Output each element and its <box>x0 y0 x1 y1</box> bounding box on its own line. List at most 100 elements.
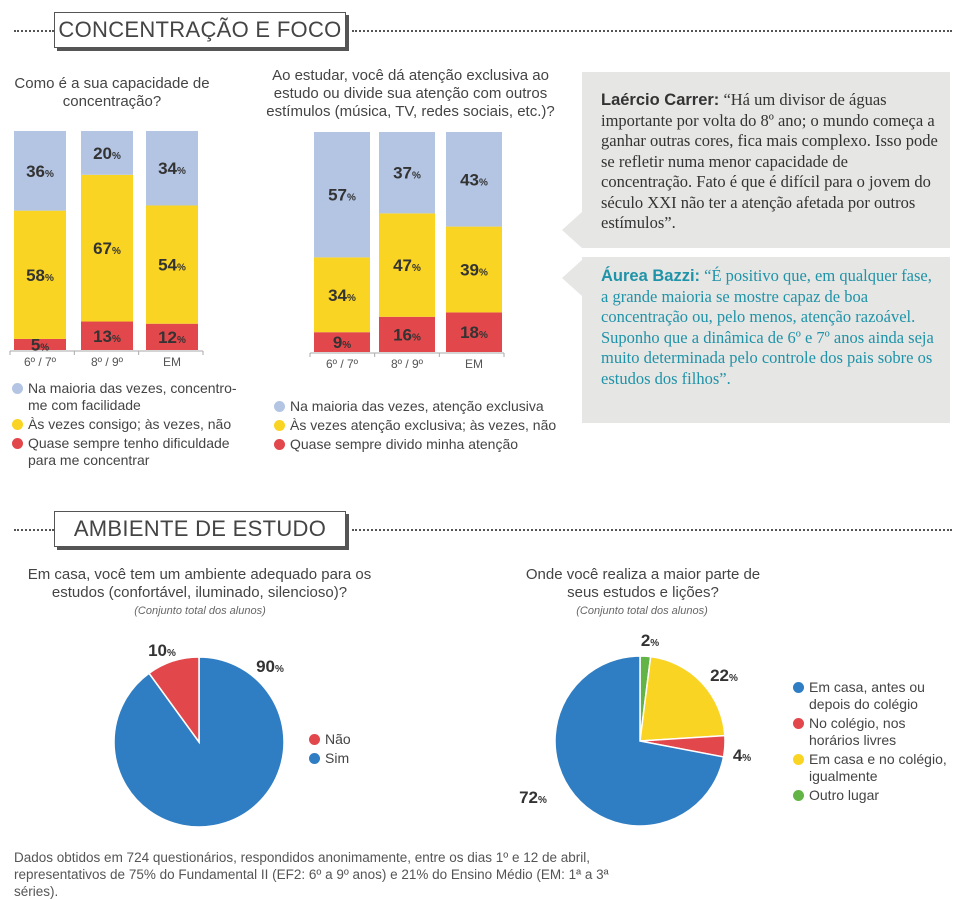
value-number: 39 <box>460 261 479 280</box>
legend-item: Às vezes consigo; às vezes, não <box>12 416 252 433</box>
value-number: 13 <box>93 327 112 346</box>
legend-item: Outro lugar <box>793 787 958 804</box>
chart1-bar-segment <box>146 131 198 206</box>
legend-item: Não <box>309 731 389 748</box>
value-number: 34 <box>158 159 177 178</box>
quote-author: Laércio Carrer: <box>601 91 720 109</box>
chart4-note: (Conjunto total dos alunos) <box>576 605 708 617</box>
legend-item: Em casa, antes ou depois do colégio <box>793 679 958 713</box>
chart1-data-label: 67% <box>93 239 121 258</box>
percent-sign: % <box>412 332 421 343</box>
percent-sign: % <box>742 753 751 764</box>
percent-sign: % <box>45 273 54 284</box>
chart1-tick-label: 8º / 9º <box>91 355 124 369</box>
chart1-bar-segment <box>146 205 198 324</box>
chart1-bar-segment <box>81 321 133 350</box>
footer-note: Dados obtidos em 724 questionários, resp… <box>14 850 609 899</box>
chart2-bar-segment <box>314 132 370 258</box>
chart1-data-label: 13% <box>93 327 121 346</box>
chart4-legend: Em casa, antes ou depois do colégio No c… <box>793 679 958 806</box>
chart3-note: (Conjunto total dos alunos) <box>134 605 266 617</box>
chart1-bar-segment <box>81 174 133 322</box>
chart1-bar-segment <box>14 210 66 339</box>
section-title-concentracao: CONCENTRAÇÃO E FOCO <box>54 12 346 48</box>
chart1-tick-label: EM <box>163 355 181 369</box>
legend-swatch <box>274 420 285 431</box>
percent-sign: % <box>275 664 284 675</box>
value-number: 10 <box>148 641 167 660</box>
chart2-data-label: 43% <box>460 170 488 189</box>
quote-pointer <box>562 212 582 248</box>
chart1-data-label: 54% <box>158 256 186 275</box>
chart4-data-label: 4% <box>733 746 751 765</box>
chart3-data-label: 90% <box>256 657 284 676</box>
legend-item: Na maioria das vezes, concentro-me com f… <box>12 380 252 414</box>
value-number: 16 <box>393 325 412 344</box>
chart1-bar-segment <box>81 131 133 175</box>
percent-sign: % <box>347 193 356 204</box>
legend-label: No colégio, nos horários livres <box>809 715 906 748</box>
quote-aurea-text: Áurea Bazzi: “É positivo que, em qualque… <box>601 266 939 389</box>
chart1-data-label: 58% <box>26 266 54 285</box>
value-number: 5 <box>31 335 40 354</box>
section-divider <box>14 30 54 32</box>
legend-label: Na maioria das vezes, atenção exclusiva <box>290 398 544 414</box>
percent-sign: % <box>650 638 659 649</box>
chart1-question: Como é a sua capacidade de concentração? <box>14 75 210 110</box>
value-number: 2 <box>641 631 650 650</box>
legend-label: Outro lugar <box>809 787 880 803</box>
chart2-bar-segment <box>446 226 502 313</box>
chart2-bar-segment <box>379 316 435 352</box>
chart4-slice <box>554 655 725 827</box>
quote-body: “É positivo que, em qualquer fase, a gra… <box>601 266 934 388</box>
legend-item: Às vezes atenção exclusiva; às vezes, nã… <box>274 417 574 434</box>
value-number: 36 <box>26 162 45 181</box>
value-number: 4 <box>733 746 743 765</box>
value-number: 90 <box>256 657 275 676</box>
percent-sign: % <box>729 673 738 684</box>
chart2-tick-label: 6º / 7º <box>326 357 359 371</box>
section-divider <box>14 529 54 531</box>
chart3-slice <box>147 656 200 745</box>
chart2-bar-segment <box>446 312 502 352</box>
chart2-bar-segment <box>314 257 370 333</box>
legend-item: Quase sempre tenho dificuldade para me c… <box>12 435 252 469</box>
legend-label: Sim <box>325 750 350 766</box>
chart4-data-label: 72% <box>519 788 547 807</box>
chart1-data-label: 12% <box>158 328 186 347</box>
legend-swatch <box>274 401 285 412</box>
chart2-data-label: 16% <box>393 325 421 344</box>
quote-laercio <box>582 72 950 248</box>
chart2-data-label: 39% <box>460 261 488 280</box>
chart2-question: Ao estudar, você dá atenção exclusiva ao… <box>266 67 555 120</box>
value-number: 58 <box>26 266 45 285</box>
quote-pointer <box>562 260 582 296</box>
chart4-data-label: 2% <box>641 631 659 650</box>
percent-sign: % <box>45 169 54 180</box>
chart2-data-label: 34% <box>328 286 356 305</box>
legend-swatch <box>274 439 285 450</box>
chart3-data-label: 10% <box>148 641 176 660</box>
chart1-tick-label: 6º / 7º <box>24 355 57 369</box>
chart2-data-label: 47% <box>393 256 421 275</box>
chart2-data-label: 57% <box>328 186 356 205</box>
legend-label: Às vezes atenção exclusiva; às vezes, nã… <box>290 417 557 433</box>
legend-label: Quase sempre divido minha atenção <box>290 436 519 452</box>
percent-sign: % <box>112 246 121 257</box>
legend-item: Quase sempre divido minha atenção <box>274 436 574 453</box>
legend-swatch <box>793 754 804 765</box>
legend-swatch <box>793 682 804 693</box>
value-number: 43 <box>460 170 479 189</box>
chart2-bar-segment <box>379 213 435 317</box>
percent-sign: % <box>412 263 421 274</box>
chart1-bar-segment <box>14 338 66 350</box>
chart1-bar-segment <box>14 131 66 211</box>
value-number: 18 <box>460 323 479 342</box>
percent-sign: % <box>167 648 176 659</box>
chart2-tick-label: EM <box>465 357 483 371</box>
legend-label: Em casa, antes ou depois do colégio <box>809 679 925 712</box>
legend-swatch <box>12 419 23 430</box>
chart2-bar-segment <box>379 132 435 214</box>
quote-author: Áurea Bazzi: <box>601 267 701 285</box>
legend-label: Às vezes consigo; às vezes, não <box>28 416 232 432</box>
